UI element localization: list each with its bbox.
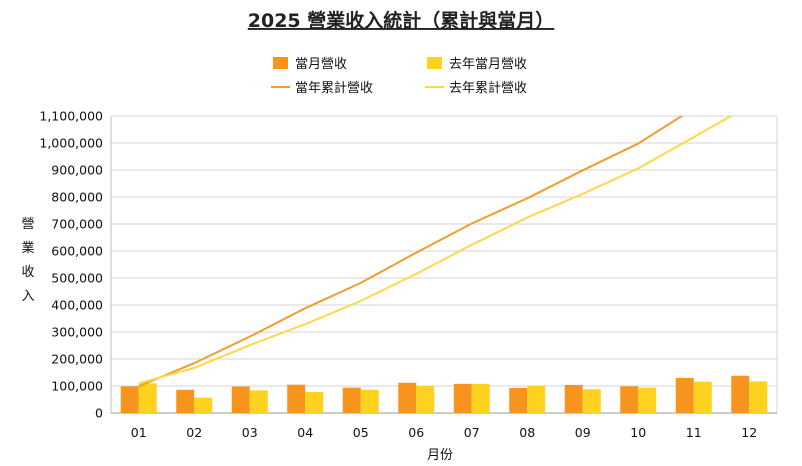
bar-current-month	[675, 377, 694, 413]
x-tick-label: 04	[297, 425, 313, 440]
bar-current-month	[564, 384, 583, 413]
x-tick-label: 02	[186, 425, 202, 440]
legend-swatch	[273, 57, 288, 69]
bar-current-month	[398, 382, 417, 413]
x-tick-label: 11	[686, 425, 702, 440]
bar-last-year-month	[360, 389, 379, 413]
x-tick-label: 08	[519, 425, 535, 440]
bar-last-year-month	[749, 381, 768, 413]
x-tick-label: 09	[575, 425, 591, 440]
x-tick-label: 01	[131, 425, 147, 440]
bar-current-month	[620, 386, 639, 413]
y-tick-label: 100,000	[51, 379, 103, 394]
y-axis-title-char: 入	[21, 289, 34, 304]
y-tick-label: 500,000	[51, 271, 103, 286]
legend-swatch	[427, 57, 442, 69]
y-axis-title-char: 營	[21, 217, 34, 232]
x-tick-label: 07	[464, 425, 480, 440]
bar-last-year-month	[194, 397, 213, 413]
bar-last-year-month	[693, 381, 712, 413]
bar-current-month	[509, 387, 528, 413]
bar-last-year-month	[305, 391, 324, 413]
bar-current-month	[731, 375, 750, 413]
x-tick-label: 03	[242, 425, 258, 440]
x-axis: 01 02 03 04 05 06 07 08 09 10 11 12	[131, 425, 757, 440]
bar-current-month	[287, 384, 306, 413]
bar-current-month	[120, 386, 139, 413]
bar-last-year-month	[527, 385, 546, 413]
plot-layer	[120, 116, 768, 413]
y-axis-title-char: 收	[21, 265, 34, 280]
x-tick-label: 12	[741, 425, 757, 440]
y-axis-title-char: 業	[21, 240, 34, 256]
bar-current-month	[453, 383, 472, 413]
bar-last-year-month	[638, 387, 657, 413]
y-tick-label: 700,000	[51, 217, 103, 232]
bar-last-year-month	[471, 383, 490, 413]
legend-label: 去年累計營收	[449, 80, 527, 96]
bar-current-month	[231, 386, 250, 413]
y-tick-label: 400,000	[51, 298, 103, 313]
legend-label: 當年累計營收	[295, 80, 373, 96]
bar-last-year-month	[249, 390, 268, 413]
y-tick-label: 600,000	[51, 244, 103, 259]
y-tick-label: 0	[95, 406, 103, 421]
x-tick-label: 05	[353, 425, 369, 440]
y-axis: 0 100,000 200,000 300,000 400,000 500,000 600,…	[39, 109, 103, 421]
bar-last-year-month	[416, 386, 435, 413]
y-tick-label: 800,000	[51, 190, 103, 205]
x-tick-label: 06	[408, 425, 424, 440]
legend-label: 去年當月營收	[449, 57, 527, 72]
y-tick-label: 1,000,000	[39, 136, 103, 151]
grid-layer	[110, 115, 778, 414]
line-current-cumulative	[138, 116, 684, 388]
x-tick-label: 10	[630, 425, 646, 440]
y-axis-title: 營業收入	[21, 217, 34, 304]
y-tick-label: 900,000	[51, 163, 103, 178]
x-axis-title: 月份	[427, 448, 453, 463]
chart-title: 2025 營業收入統計（累計與當月）	[248, 9, 555, 32]
legend-label: 當月營收	[295, 57, 347, 72]
bar-current-month	[176, 389, 195, 413]
y-tick-label: 300,000	[51, 325, 103, 340]
bar-last-year-month	[582, 389, 601, 413]
bar-current-month	[342, 387, 361, 413]
y-tick-label: 1,100,000	[39, 109, 103, 124]
y-tick-label: 200,000	[51, 352, 103, 367]
bar-last-year-month	[138, 383, 157, 413]
line-last-year-cumulative	[138, 116, 733, 385]
